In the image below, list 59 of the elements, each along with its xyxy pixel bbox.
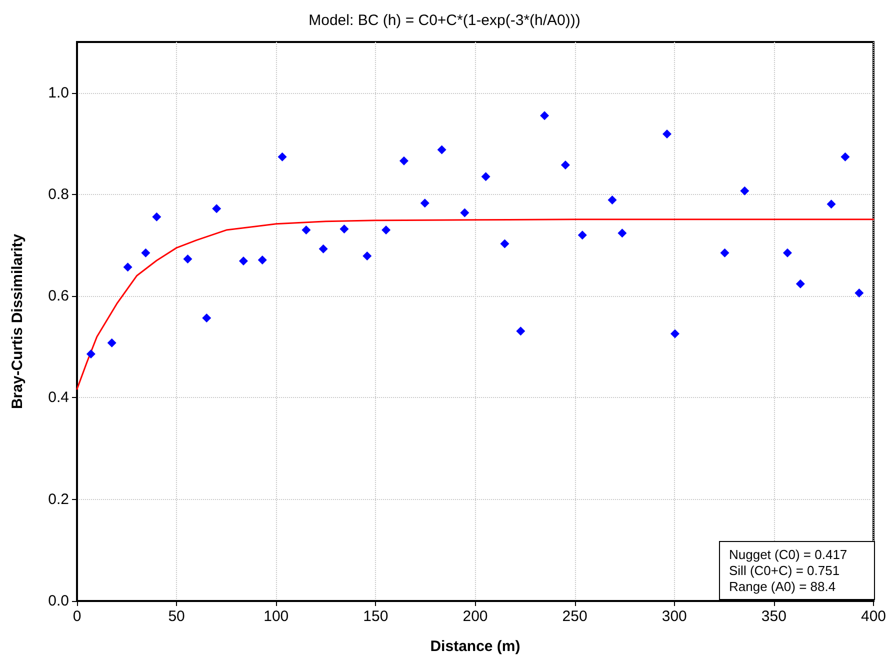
point (840, 152, 850, 162)
y-axis-title: Bray-Curtis Dissimilarity (9, 233, 26, 410)
point (107, 338, 116, 348)
point (481, 172, 490, 182)
point (183, 254, 192, 264)
chart-title: Model: BC (h) = C0+C*(1-exp(-3*(h/A0))) (308, 12, 580, 29)
point (460, 208, 470, 218)
y-tick-label: 0.4 (48, 389, 69, 406)
point (560, 160, 570, 170)
point (437, 145, 446, 154)
point (382, 226, 391, 235)
annotation: Range (A0) = 88.4 (729, 579, 836, 594)
point (362, 251, 372, 260)
point (670, 329, 680, 338)
x-tick-label: 50 (168, 608, 185, 625)
point (540, 111, 550, 120)
y-tick-label: 0.8 (48, 186, 69, 203)
x-tick-label: 300 (662, 608, 687, 625)
line-series (76, 218, 874, 390)
y-tick-label: 1.0 (48, 84, 69, 102)
point (278, 152, 287, 162)
point (152, 212, 162, 222)
y-tick-label: 0.2 (48, 490, 69, 508)
point (618, 228, 627, 238)
y-tick-label: 0.6 (48, 288, 69, 305)
point (141, 248, 150, 258)
x-axis-title: Distance (m) (430, 638, 520, 655)
point (720, 248, 730, 258)
x-tick-label: 200 (462, 608, 488, 625)
point (340, 224, 349, 234)
point (399, 156, 408, 166)
point (740, 186, 750, 196)
annotation: Nugget (C0) = 0.417 (729, 547, 848, 562)
point (796, 279, 805, 288)
point (202, 313, 212, 322)
point (578, 230, 587, 240)
point (238, 256, 248, 266)
x-tick-label: 150 (363, 608, 388, 625)
point (86, 350, 96, 359)
x-tick-label: 250 (562, 608, 588, 625)
point (123, 262, 132, 272)
annotation: Sill (C0+C) = 0.751 (729, 563, 840, 578)
y-tick-label: 0.0 (48, 592, 69, 610)
point (516, 326, 526, 336)
point (258, 256, 267, 265)
point (302, 226, 311, 235)
point (212, 204, 222, 214)
point (662, 129, 672, 138)
point (420, 198, 430, 208)
point (318, 244, 328, 254)
x-tick-label: 0 (72, 608, 82, 625)
point (826, 200, 836, 209)
point (782, 248, 792, 258)
point (608, 196, 617, 205)
x-tick-label: 350 (761, 608, 786, 625)
x-tick-label: 100 (264, 608, 289, 625)
point (500, 239, 510, 248)
x-tick-label: 400 (860, 608, 886, 625)
point (854, 288, 864, 298)
